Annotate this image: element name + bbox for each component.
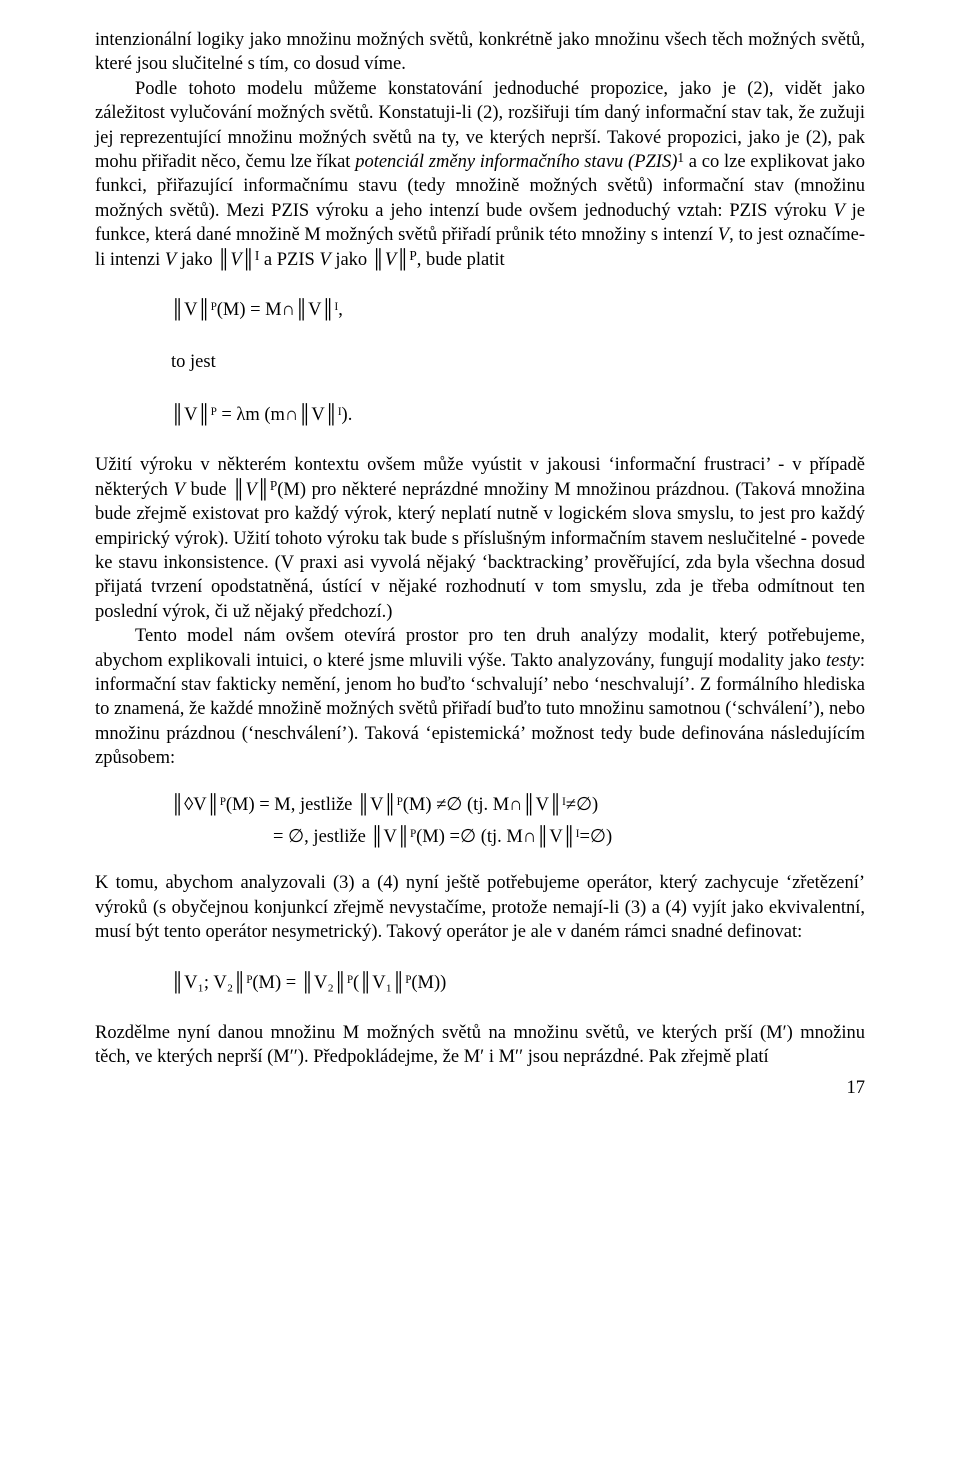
p3-run-c: ║ [257,480,270,500]
p2-run-i: jako ║ [331,250,385,270]
p3-v1: V [174,480,185,500]
p2-v5: V [319,250,330,270]
paragraph-2: Podle tohoto modelu můžeme konstatování … [95,77,865,272]
paragraph-1: intenzionální logiky jako množinu možnýc… [95,28,865,77]
p2-run-j: ║ [396,250,409,270]
p4-testy: testy [826,651,860,671]
formula-3a: ║◊V║ᴾ(M) = M, jestliže ║V║ᴾ(M) ≠∅ (tj. M… [171,793,865,817]
formula-1: ║V║ᴾ(M) = M∩║V║ᴵ, [171,298,865,322]
p2-v1: V [833,201,844,221]
formula-4: ║V₁; V₂║ᴾ(M) = ║V₂║ᴾ(║V₁║ᴾ(M)) [171,971,865,995]
formula-2: ║V║ᴾ = λm (m∩║V║ᴵ). [171,403,865,427]
p3-run-b: bude ║ [185,480,245,500]
formula-3b: = ∅, jestliže ║V║ᴾ(M) =∅ (tj. M∩║V║ᴵ=∅) [273,825,865,849]
paragraph-5: K tomu, abychom analyzovali (3) a (4) ny… [95,871,865,944]
to-jest-1: to jest [171,350,865,374]
p2-v4: V [230,250,241,270]
p2-run-k: , bude platit [417,250,505,270]
p2-run-g: ║ [242,250,255,270]
p2-run-h: a PZIS [259,250,319,270]
paragraph-4: Tento model nám ovšem otevírá prostor pr… [95,624,865,770]
p2-v6: V [385,250,396,270]
p2-run-f: jako ║ [176,250,230,270]
p2-italic-pzis: potenciál změny informačního stavu (PZIS… [355,152,677,172]
page-number: 17 [95,1076,865,1100]
paragraph-3: Užití výroku v některém kontextu ovšem m… [95,453,865,624]
paragraph-6: Rozdělme nyní danou množinu M možných sv… [95,1021,865,1070]
p4-run-a: Tento model nám ovšem otevírá prostor pr… [95,626,865,670]
p2-v3: V [165,250,176,270]
p2-v2: V [718,225,729,245]
page: intenzionální logiky jako množinu možnýc… [0,0,960,1473]
p3-run-d: (M) pro některé neprázdné množiny M množ… [95,480,865,622]
p2-sup-p: P [409,248,416,263]
p3-v2: V [245,480,256,500]
